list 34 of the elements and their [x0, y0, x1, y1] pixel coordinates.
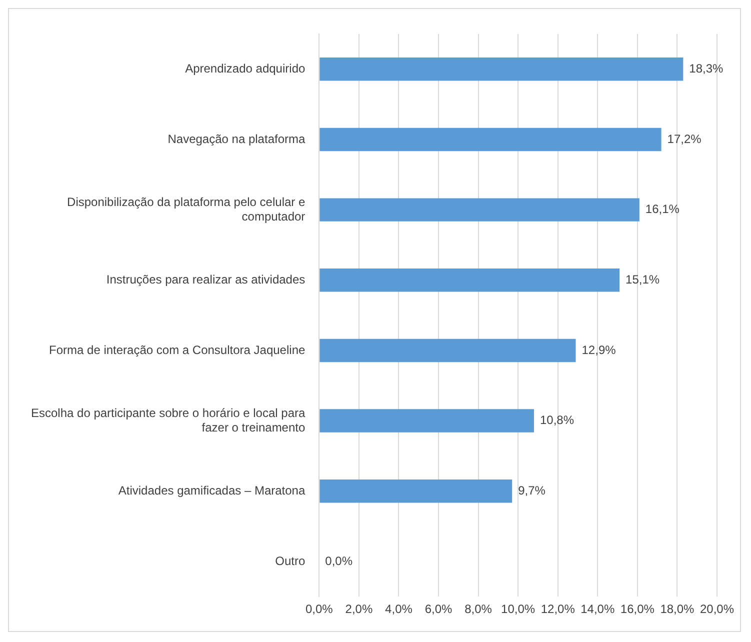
- y-tick-label: Outro: [275, 554, 306, 568]
- data-label: 9,7%: [518, 483, 546, 498]
- data-label: 15,1%: [626, 272, 660, 286]
- x-tick-label: 18,0%: [660, 602, 695, 616]
- y-tick-label: Escolha do participante sobre o horário e local para fazer o treinamento: [30, 406, 306, 434]
- x-tick-label: 0,0%: [305, 602, 334, 616]
- y-tick-label: Forma de interação com a Consultora Jaqueline: [49, 342, 306, 357]
- x-tick-label: 14,0%: [580, 602, 615, 616]
- y-tick-label: Instruções para realizar as atividades: [106, 272, 306, 286]
- x-tick-label: 12,0%: [540, 602, 576, 616]
- bar: [320, 338, 576, 362]
- bar: [320, 409, 534, 432]
- bar: [320, 128, 662, 152]
- bar: [320, 58, 684, 81]
- bar: [320, 480, 512, 503]
- data-label: 16,1%: [645, 202, 680, 216]
- data-label: 18,3%: [689, 61, 724, 76]
- x-tick-label: 10,0%: [501, 602, 536, 616]
- data-label: 10,8%: [540, 413, 574, 428]
- y-tick-label: Atividades gamificadas – Maratona: [118, 483, 306, 498]
- x-tick-label: 4,0%: [385, 602, 413, 616]
- x-tick-label: 16,0%: [620, 602, 655, 616]
- bar: [320, 198, 640, 222]
- x-tick-label: 6,0%: [424, 602, 453, 616]
- bar: [320, 268, 620, 292]
- y-tick-label: Aprendizado adquirido: [185, 61, 306, 76]
- data-label: 12,9%: [582, 342, 616, 357]
- x-tick-label: 20,0%: [700, 602, 734, 616]
- y-tick-label: Navegação na plataforma: [168, 132, 306, 146]
- x-tick-label: 2,0%: [345, 602, 373, 616]
- y-tick-label: Disponibilização da plataforma pelo celular e computador: [67, 194, 306, 224]
- data-label: 17,2%: [667, 132, 702, 146]
- data-label: 0,0%: [325, 554, 353, 568]
- x-tick-label: 8,0%: [464, 602, 492, 616]
